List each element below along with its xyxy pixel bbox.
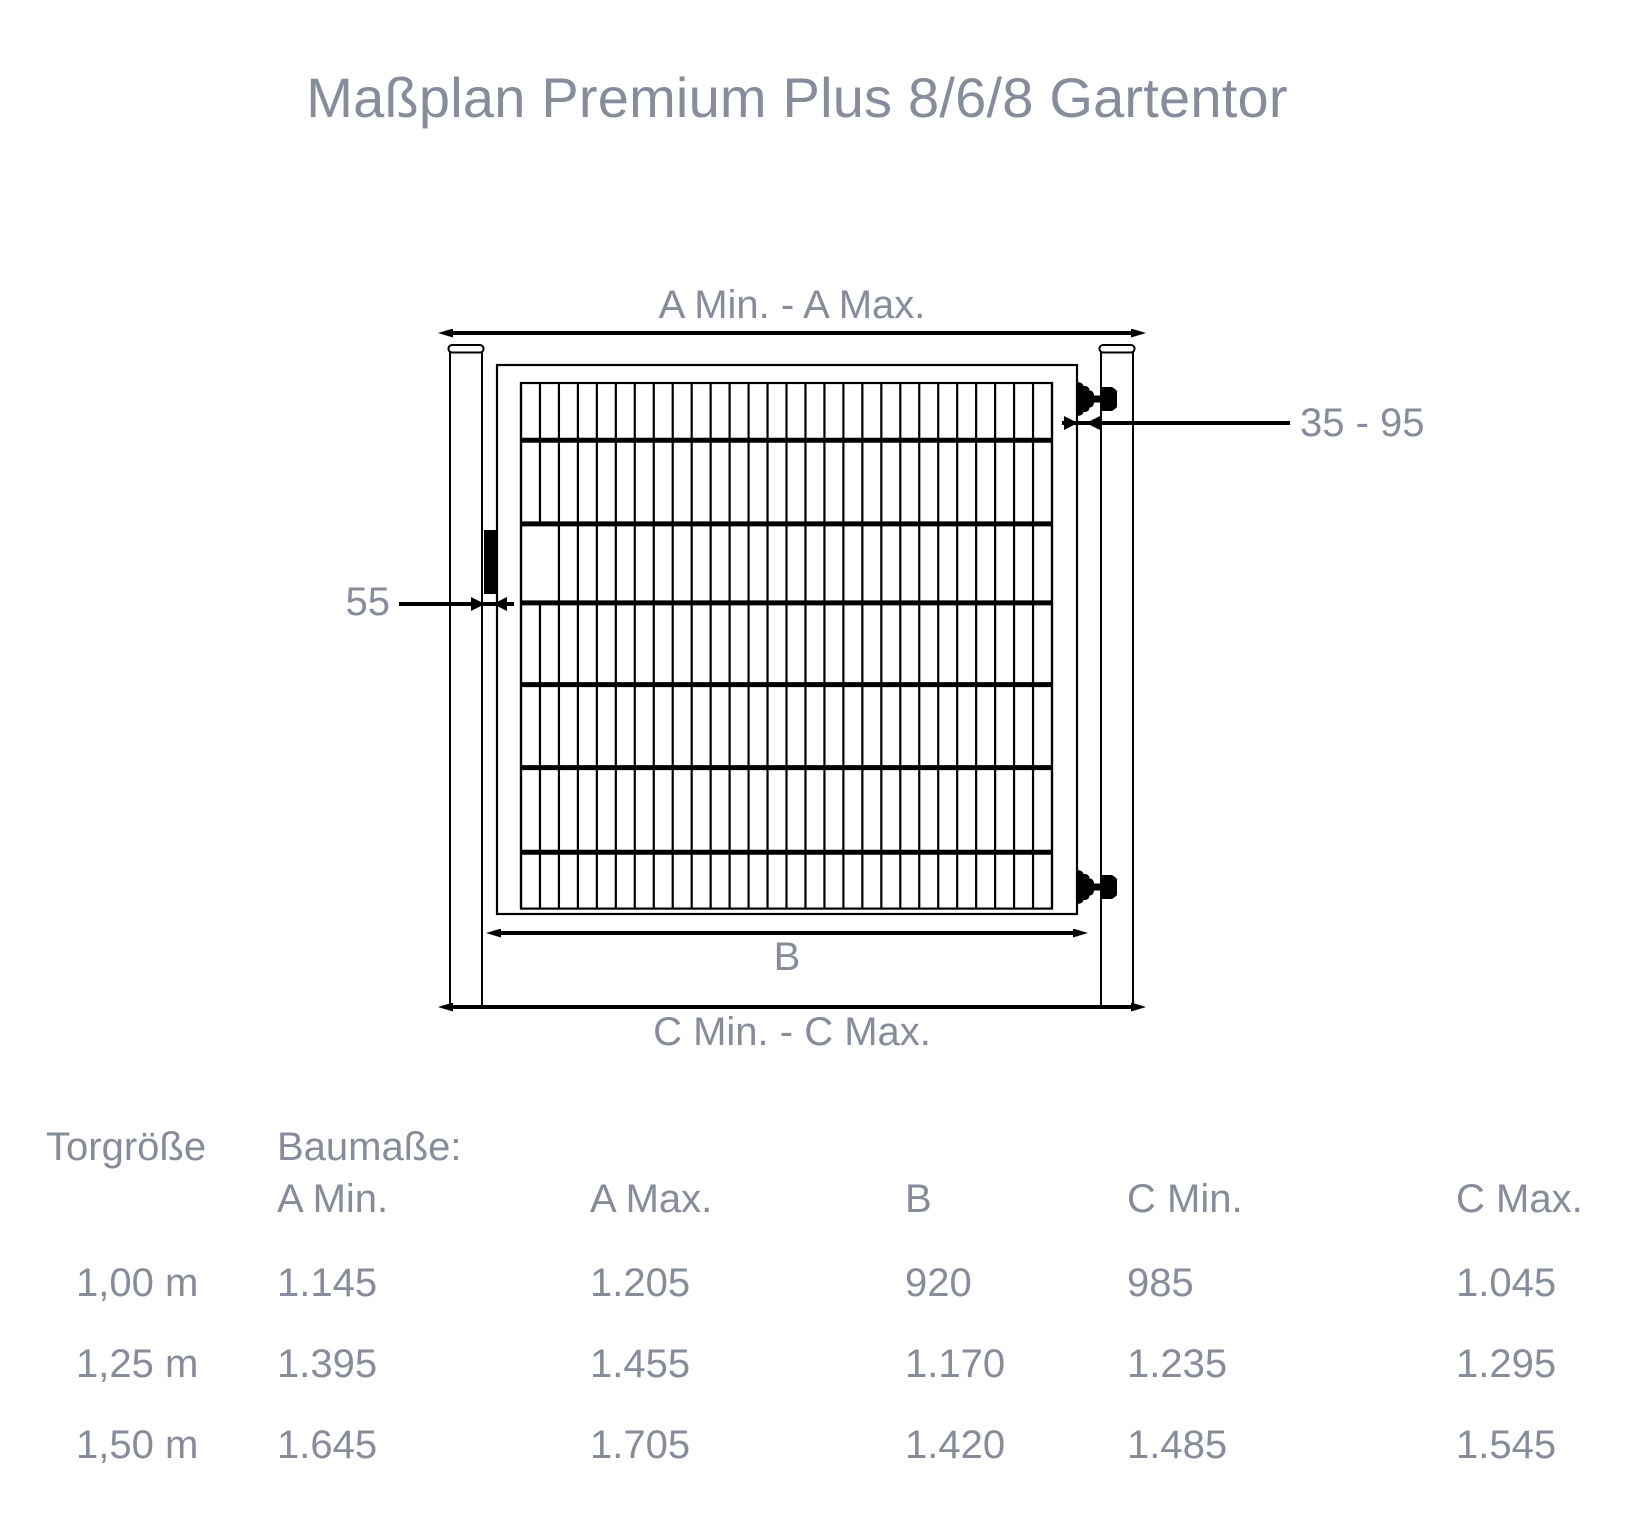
svg-text:B: B bbox=[774, 935, 801, 979]
svg-text:55: 55 bbox=[346, 580, 391, 624]
svg-text:A Min. - A Max.: A Min. - A Max. bbox=[659, 283, 926, 327]
svg-text:C Min. - C Max.: C Min. - C Max. bbox=[653, 1010, 931, 1054]
svg-text:35 - 95: 35 - 95 bbox=[1300, 401, 1425, 445]
